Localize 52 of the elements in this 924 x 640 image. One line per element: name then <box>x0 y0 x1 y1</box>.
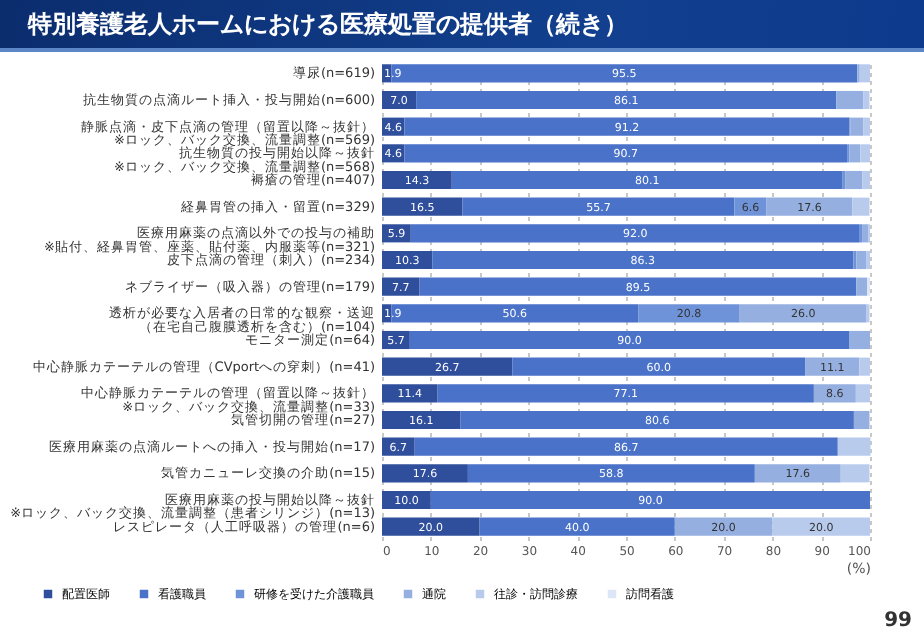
bar <box>382 170 452 190</box>
bar <box>862 170 870 190</box>
bar <box>410 224 860 243</box>
bar <box>849 330 870 350</box>
bar <box>855 384 870 403</box>
bar <box>382 197 463 216</box>
bar <box>382 357 513 376</box>
bar <box>462 197 735 216</box>
bar <box>850 117 864 136</box>
bar <box>840 464 870 483</box>
bar <box>674 517 773 536</box>
bar <box>404 144 848 163</box>
bar <box>862 224 869 243</box>
bar <box>409 330 850 350</box>
bar <box>856 277 868 296</box>
bar <box>836 90 864 110</box>
bar <box>382 277 420 296</box>
bar <box>859 357 870 376</box>
bar <box>638 304 740 323</box>
bar <box>860 144 870 163</box>
bar <box>382 464 468 483</box>
bar <box>849 144 861 163</box>
text: 99 <box>884 610 912 632</box>
bar <box>419 277 857 296</box>
bar <box>512 357 806 376</box>
bar <box>430 490 870 510</box>
bar <box>859 64 870 83</box>
bar <box>863 117 870 136</box>
bar <box>766 197 853 216</box>
bar <box>852 197 870 216</box>
bar <box>467 464 755 483</box>
bar <box>853 410 870 430</box>
bar <box>432 250 854 270</box>
bar <box>382 384 438 403</box>
bar <box>416 90 837 110</box>
bar <box>772 517 870 536</box>
bar <box>382 517 480 536</box>
bar <box>382 410 461 430</box>
bar <box>805 357 860 376</box>
bar <box>856 250 867 270</box>
bar <box>451 170 843 190</box>
bar <box>739 304 867 323</box>
bar <box>845 170 863 190</box>
bar <box>414 437 838 456</box>
bar <box>460 410 854 430</box>
bar <box>479 517 675 536</box>
bar <box>863 90 870 110</box>
chart-title: 特別養護老人ホームにおける医療処置の提供者（続き） <box>0 0 924 52</box>
bar <box>837 437 871 456</box>
bar <box>437 384 814 403</box>
bar <box>404 117 850 136</box>
bar <box>754 464 841 483</box>
